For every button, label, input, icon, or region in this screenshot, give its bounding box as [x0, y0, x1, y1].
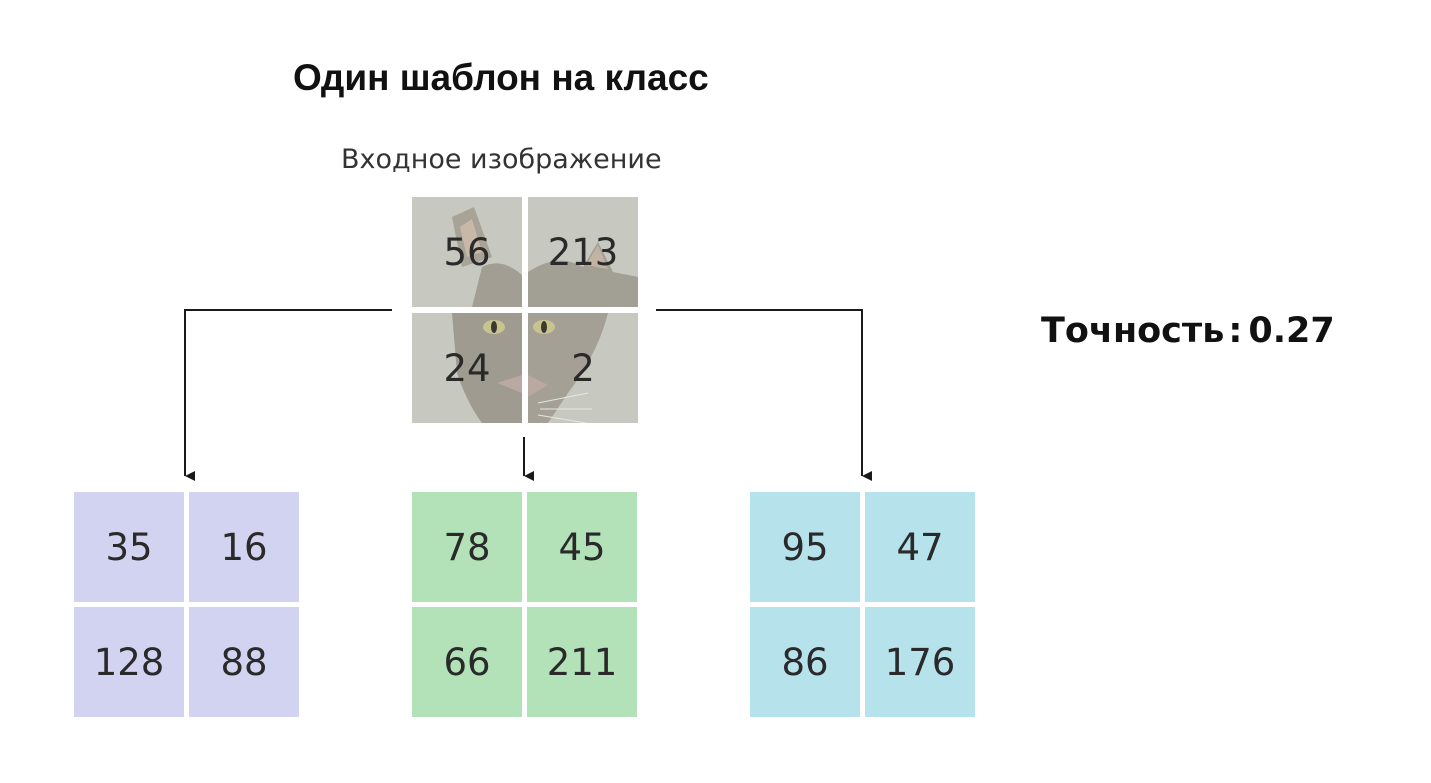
- input-cell-value: 213: [547, 230, 619, 274]
- arrow-to-template-3: [656, 309, 872, 481]
- input-image-label: Входное изображение: [341, 144, 662, 175]
- accuracy-separator: :: [1228, 311, 1243, 351]
- template-cell: 88: [189, 607, 299, 717]
- template-cell: 176: [865, 607, 975, 717]
- input-cell: 213: [528, 197, 638, 307]
- input-cell: 24: [412, 313, 522, 423]
- template-cell: 35: [74, 492, 184, 602]
- cat-eye-left-image: [452, 313, 522, 423]
- cat-ear-left-image: [452, 207, 522, 307]
- template-cell: 211: [527, 607, 637, 717]
- template-cell: 45: [527, 492, 637, 602]
- input-cell: 2: [528, 313, 638, 423]
- cat-ear-right-image: [528, 242, 638, 307]
- input-cell: 56: [412, 197, 522, 307]
- template-cell: 128: [74, 607, 184, 717]
- template-cell: 95: [750, 492, 860, 602]
- template-cell: 78: [412, 492, 522, 602]
- template-cell: 86: [750, 607, 860, 717]
- input-cell-value: 56: [443, 230, 491, 274]
- cat-eye-right-image: [528, 313, 608, 423]
- template-cell: 66: [412, 607, 522, 717]
- input-cell-value: 2: [571, 346, 595, 390]
- accuracy-readout: Точность:0.27: [1041, 308, 1335, 354]
- input-cell-value: 24: [443, 346, 491, 390]
- accuracy-label: Точность: [1041, 311, 1225, 351]
- arrow-to-template-1: [184, 309, 392, 481]
- page-title: Один шаблон на класс: [293, 57, 709, 98]
- accuracy-value: 0.27: [1248, 311, 1335, 351]
- template-cell: 47: [865, 492, 975, 602]
- template-cell: 16: [189, 492, 299, 602]
